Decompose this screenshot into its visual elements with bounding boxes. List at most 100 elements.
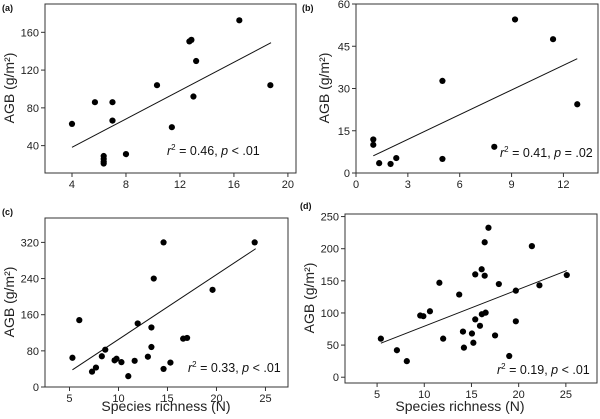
panel-label: (a) bbox=[2, 3, 13, 13]
data-point bbox=[512, 287, 519, 294]
x-tick-label: 5 bbox=[374, 389, 380, 401]
y-tick-label: 80 bbox=[27, 103, 39, 115]
data-point bbox=[420, 313, 427, 320]
data-point bbox=[193, 57, 200, 65]
data-point bbox=[160, 239, 167, 246]
data-point bbox=[528, 243, 535, 250]
data-point bbox=[393, 347, 401, 354]
data-point bbox=[267, 82, 274, 89]
data-point bbox=[376, 160, 383, 167]
data-point bbox=[459, 328, 467, 335]
data-point bbox=[134, 320, 141, 327]
panel-b: 0 3 6 9 12 0 15 30 45 60 (b) AGB (g/m²) r2 = 0.41, p… bbox=[302, 0, 599, 191]
data-point bbox=[183, 334, 191, 342]
data-point bbox=[88, 368, 96, 375]
data-point bbox=[69, 354, 76, 361]
p-value: < .01 bbox=[558, 363, 590, 377]
data-point bbox=[485, 224, 492, 231]
data-point bbox=[68, 120, 76, 128]
data-point bbox=[472, 316, 479, 323]
x-tick-label: 16 bbox=[228, 179, 240, 191]
y-tick-label: 200 bbox=[321, 244, 339, 256]
r2-value: = 0.46, bbox=[176, 144, 222, 158]
x-tick-label: 20 bbox=[210, 393, 222, 405]
data-point bbox=[468, 330, 476, 337]
x-tick-label: 0 bbox=[353, 179, 359, 191]
p-value: < .01 bbox=[249, 361, 281, 375]
data-point bbox=[188, 36, 195, 43]
x-tick-label: 25 bbox=[560, 389, 572, 401]
stats-annotation: r2 = 0.33, p < .01 bbox=[188, 360, 281, 375]
squared-superscript: 2 bbox=[192, 360, 197, 369]
x-axis-label: Species richness (N) bbox=[395, 398, 524, 414]
data-point bbox=[167, 359, 174, 366]
panel-label: (b) bbox=[302, 3, 314, 13]
r-symbol: r bbox=[188, 361, 193, 375]
y-tick-label: 80 bbox=[27, 346, 39, 358]
data-point bbox=[190, 93, 197, 100]
regression-line bbox=[71, 42, 272, 148]
y-tick-label: 15 bbox=[338, 126, 350, 138]
data-point bbox=[168, 124, 175, 131]
r2-value: = 0.19, bbox=[506, 363, 552, 377]
y-tick-label: 120 bbox=[21, 65, 39, 77]
data-point bbox=[511, 16, 519, 23]
data-point bbox=[122, 151, 130, 158]
regression-line bbox=[373, 58, 578, 157]
data-point bbox=[251, 239, 258, 246]
data-point bbox=[76, 317, 83, 324]
y-axis-label: AGB (g/m²) bbox=[316, 53, 332, 124]
data-point bbox=[426, 308, 434, 315]
y-tick-label: 50 bbox=[327, 340, 339, 352]
squared-superscript: 2 bbox=[171, 143, 176, 152]
x-tick-label: 25 bbox=[259, 393, 271, 405]
squared-superscript: 2 bbox=[501, 362, 506, 371]
data-point bbox=[495, 280, 502, 288]
plot-frame bbox=[44, 3, 297, 174]
data-point bbox=[377, 335, 384, 342]
data-point bbox=[512, 318, 519, 325]
p-value: = .02 bbox=[561, 146, 593, 160]
x-tick-label: 12 bbox=[174, 179, 186, 191]
data-point bbox=[481, 239, 488, 246]
y-tick-label: 0 bbox=[344, 168, 350, 180]
data-point bbox=[144, 353, 151, 360]
data-point bbox=[460, 344, 468, 351]
y-tick-label: 100 bbox=[321, 308, 339, 320]
data-point bbox=[482, 309, 489, 316]
x-tick-label: 10 bbox=[418, 389, 430, 401]
p-symbol: p bbox=[220, 144, 228, 158]
data-point bbox=[131, 357, 138, 364]
panel-label: (c) bbox=[2, 207, 13, 217]
r-symbol: r bbox=[497, 363, 502, 377]
data-point bbox=[393, 154, 400, 162]
data-point bbox=[436, 279, 443, 286]
data-point bbox=[109, 99, 116, 106]
x-tick-label: 12 bbox=[557, 179, 569, 191]
data-point bbox=[236, 17, 243, 24]
data-point bbox=[478, 266, 485, 273]
data-point bbox=[549, 36, 557, 43]
data-point bbox=[153, 82, 161, 89]
data-point bbox=[125, 373, 132, 380]
panel-c: 5 10 15 20 25 0 80 160 240 320 (c) AGB (g/m²) Specie… bbox=[1, 207, 289, 414]
y-axis-label: AGB (g/m²) bbox=[301, 263, 317, 334]
data-point bbox=[476, 322, 484, 329]
data-point bbox=[109, 117, 116, 124]
plot-frame bbox=[44, 217, 289, 388]
stats-annotation: r2 = 0.19, p < .01 bbox=[497, 362, 590, 377]
data-point bbox=[456, 291, 463, 298]
y-tick-label: 60 bbox=[338, 0, 350, 11]
x-tick-label: 15 bbox=[465, 389, 477, 401]
panel-label: (d) bbox=[300, 201, 312, 211]
y-tick-label: 0 bbox=[333, 372, 339, 384]
y-tick-label: 240 bbox=[21, 274, 39, 286]
x-tick-label: 20 bbox=[513, 389, 525, 401]
data-point bbox=[563, 271, 570, 279]
data-point bbox=[102, 346, 109, 353]
data-point bbox=[160, 365, 167, 373]
data-point bbox=[481, 272, 488, 279]
squared-superscript: 2 bbox=[504, 145, 509, 154]
y-tick-label: 45 bbox=[338, 41, 350, 53]
data-point bbox=[150, 275, 157, 282]
